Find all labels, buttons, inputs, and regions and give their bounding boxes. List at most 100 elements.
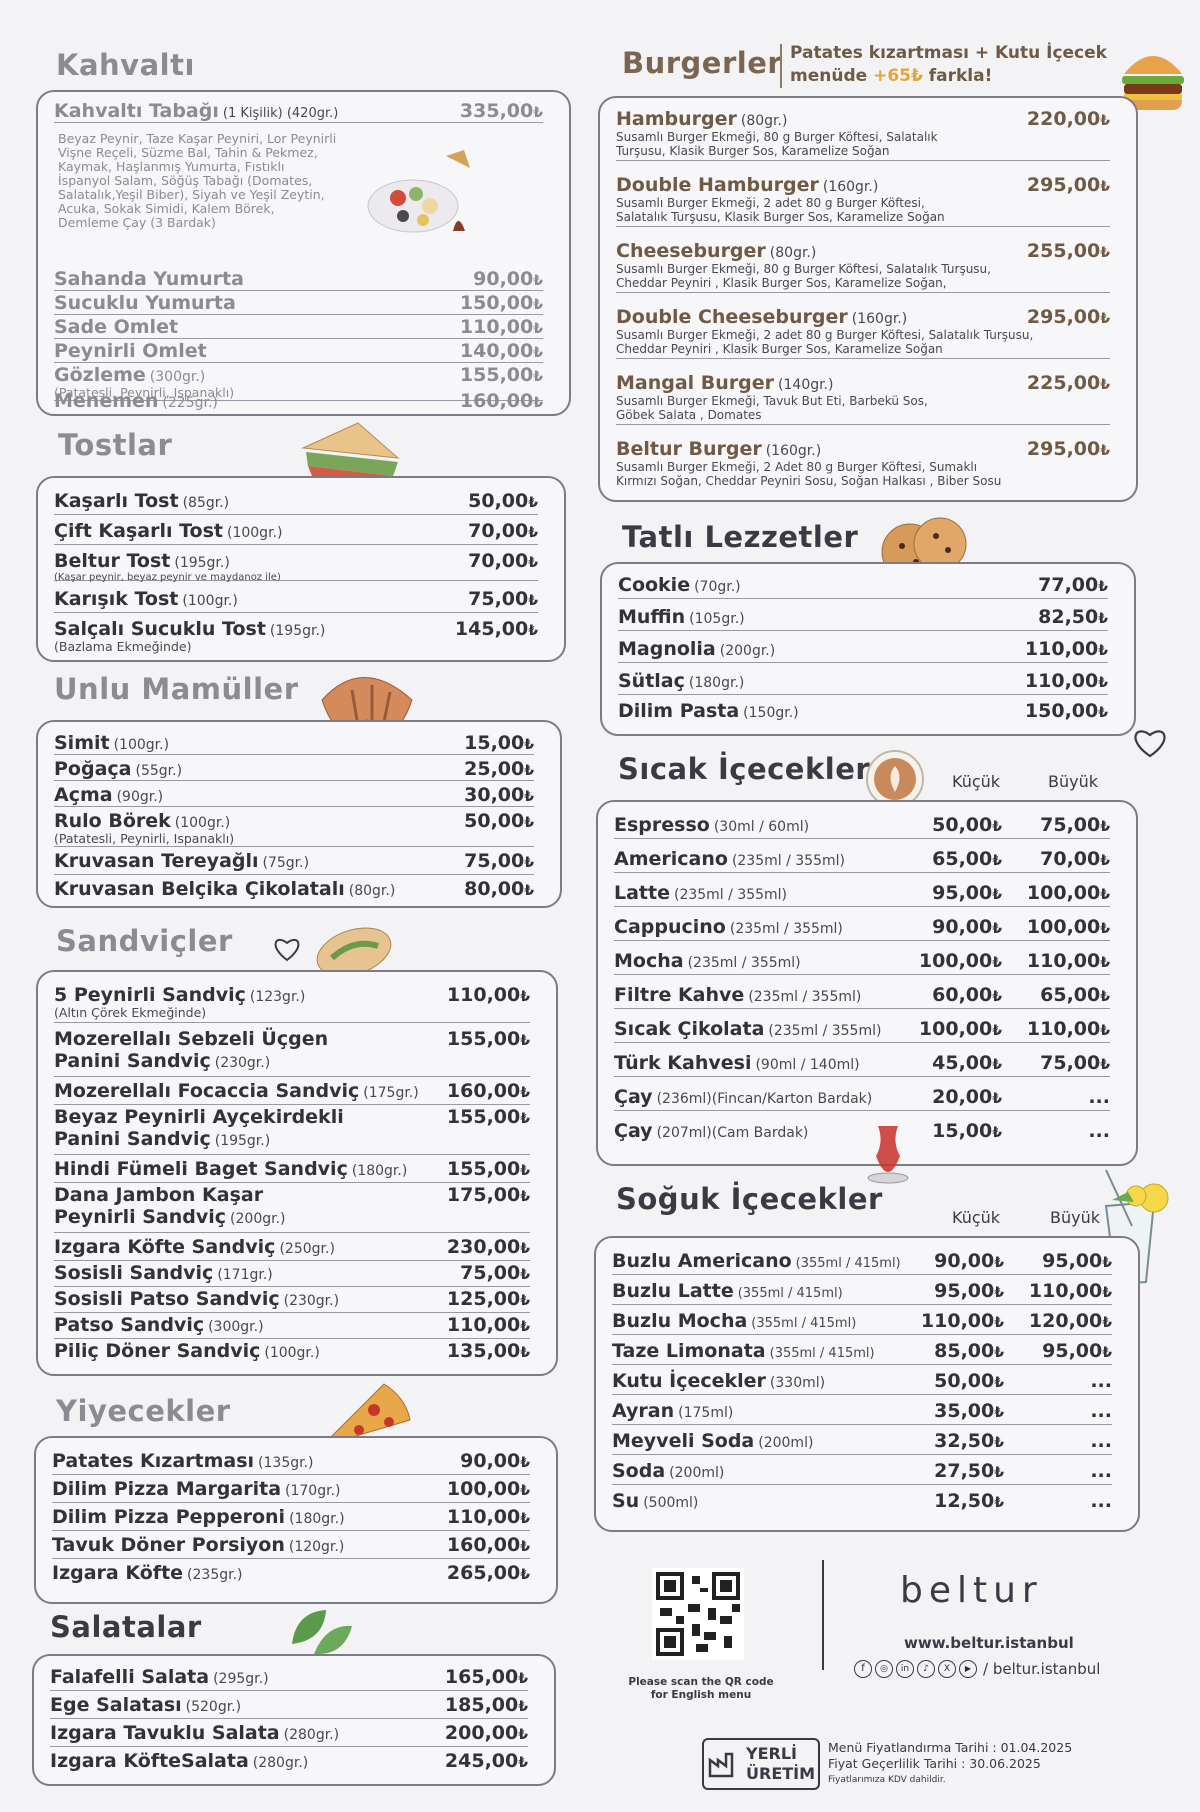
item-price-large: 75,00₺ xyxy=(1040,814,1110,836)
promo-line2-a: menüde xyxy=(790,66,868,86)
item-gram: (105gr.) xyxy=(689,611,745,627)
menu-item: Sahanda Yumurta 90,00₺ xyxy=(54,268,543,291)
item-description: (Patatesli, Peynirli, Ispanaklı) xyxy=(54,385,235,400)
facebook-icon[interactable]: f xyxy=(854,1660,872,1678)
menu-item: Kaşarlı Tost (85gr.) 50,00₺ xyxy=(54,490,538,515)
item-price: 75,00₺ xyxy=(468,588,538,610)
item-price: 70,00₺ xyxy=(468,550,538,572)
section-title-tostlar: Tostlar xyxy=(58,428,173,462)
item-price: 160,00₺ xyxy=(459,390,543,412)
item-gram: (170gr.) xyxy=(285,1483,341,1499)
item-price-small: 85,00₺ xyxy=(934,1340,1004,1362)
item-gram: (100gr.) xyxy=(264,1345,320,1361)
item-price: 295,00₺ xyxy=(1026,438,1110,460)
item-name: Patates Kızartması xyxy=(52,1450,255,1472)
qr-code[interactable] xyxy=(652,1568,744,1660)
linkedin-icon[interactable]: in xyxy=(896,1660,914,1678)
item-name: Kruvasan Tereyağlı xyxy=(54,850,259,872)
item-name: Dilim Pasta xyxy=(618,700,740,722)
item-price: 70,00₺ xyxy=(468,520,538,542)
menu-item: Buzlu Latte (355ml / 415ml) 95,00₺ 110,00₺ xyxy=(612,1280,1112,1305)
qr-caption: Please scan the QR code for English menu xyxy=(626,1676,776,1702)
promo-text: Patates kızartması + Kutu İçecek menüde … xyxy=(790,42,1107,88)
item-gram: (85gr.) xyxy=(182,495,230,511)
item-gram: (200gr.) xyxy=(719,643,776,659)
item-gram: (1 Kişilik) (420gr.) xyxy=(222,106,339,121)
salatalar-box: Falafelli Salata (295gr.) 165,00₺ Ege Sala… xyxy=(32,1654,556,1786)
item-price-small: 90,00₺ xyxy=(932,916,1002,938)
item-gram: (195gr.) xyxy=(174,555,230,571)
item-price: 50,00₺ xyxy=(468,490,538,512)
item-gram: (200ml) xyxy=(758,1435,814,1451)
website-link[interactable]: www.beltur.istanbul xyxy=(904,1634,1074,1652)
menu-item: Tavuk Döner Porsiyon (120gr.) 160,00₺ xyxy=(52,1534,530,1559)
item-gram: (235ml / 355ml) xyxy=(731,853,845,869)
breakfast-plate-illustration xyxy=(367,150,470,233)
latte-cup-icon xyxy=(866,750,924,808)
item-name: Dana Jambon Kaşar xyxy=(54,1184,264,1206)
item-price-small: 100,00₺ xyxy=(918,950,1002,972)
item-price-large: ... xyxy=(1090,1430,1112,1452)
item-name: Soda xyxy=(612,1460,666,1482)
item-gram: (520gr.) xyxy=(185,1699,242,1715)
item-name: Piliç Döner Sandviç xyxy=(54,1340,261,1362)
item-name: Espresso xyxy=(614,814,710,836)
item-price: 245,00₺ xyxy=(444,1750,528,1772)
menu-item: Americano (235ml / 355ml) 65,00₺ 70,00₺ xyxy=(614,848,1110,873)
item-gram: (355ml / 415ml) xyxy=(795,1256,901,1271)
item-name: Buzlu Mocha xyxy=(612,1310,748,1332)
social-links: f ◎ in ♪ X ▶ / beltur.istanbul xyxy=(854,1660,1100,1678)
leaf-icon xyxy=(292,1610,352,1655)
menu-item: Falafelli Salata (295gr.) 165,00₺ xyxy=(50,1666,528,1691)
item-name: Beyaz Peynirli Ayçekirdekli xyxy=(54,1106,344,1128)
tiktok-icon[interactable]: ♪ xyxy=(917,1660,935,1678)
item-price-small: 32,50₺ xyxy=(934,1430,1004,1452)
item-price: 110,00₺ xyxy=(446,1506,530,1528)
menu-item: Dana Jambon Kaşar Peynirli Sandviç (200gr… xyxy=(54,1184,530,1233)
item-price-large: 100,00₺ xyxy=(1026,916,1110,938)
item-name: Mozerellalı Focaccia Sandviç xyxy=(54,1080,360,1102)
item-gram: (280gr.) xyxy=(283,1727,340,1743)
item-price: 110,00₺ xyxy=(446,1314,530,1336)
item-gram: (55gr.) xyxy=(135,763,183,779)
item-price-small: 95,00₺ xyxy=(934,1280,1004,1302)
item-name: Magnolia xyxy=(618,638,716,660)
item-gram: (195gr.) xyxy=(269,623,326,639)
item-name: Kutu İçecekler xyxy=(612,1370,766,1392)
yerli-uretim-badge: YERLİ ÜRETİM xyxy=(702,1738,820,1790)
item-gram: (355ml / 415ml) xyxy=(751,1316,857,1331)
section-title-sandvicler: Sandviçler xyxy=(56,924,233,958)
menu-item: Rulo Börek (100gr.) (Patatesli, Peynirli,… xyxy=(54,810,534,847)
menu-item: Cheeseburger (80gr.) Susamlı Burger Ekmeğ… xyxy=(616,240,1110,293)
item-name: Kaşarlı Tost xyxy=(54,490,179,512)
item-price: 110,00₺ xyxy=(459,316,543,338)
item-price: 165,00₺ xyxy=(444,1666,528,1688)
menu-item: Beltur Tost (195gr.) (Kaşar peynir, beyaz… xyxy=(54,550,538,583)
item-gram: (250gr.) xyxy=(279,1241,335,1257)
item-name: Muffin xyxy=(618,606,686,628)
item-name: Rulo Börek xyxy=(54,810,171,832)
social-handle: / beltur.istanbul xyxy=(983,1660,1101,1678)
item-name: Americano xyxy=(614,848,728,870)
item-price-small: 95,00₺ xyxy=(932,882,1002,904)
item-price: 155,00₺ xyxy=(446,1158,530,1180)
item-name: Kahvaltı Tabağı xyxy=(54,100,219,122)
menu-item: Izgara Köfte (235gr.) 265,00₺ xyxy=(52,1562,530,1586)
item-gram: (100gr.) xyxy=(174,815,231,831)
item-price: 155,00₺ xyxy=(446,1106,530,1128)
menu-item: Taze Limonata (355ml / 415ml) 85,00₺ 95,00₺ xyxy=(612,1340,1112,1365)
menu-item: Buzlu Americano (355ml / 415ml) 90,00₺ 95,0… xyxy=(612,1250,1112,1275)
item-description: Beyaz Peynir, Taze Kaşar Peyniri, Lor Pe… xyxy=(58,131,337,230)
item-gram: (235ml / 355ml) xyxy=(768,1023,882,1039)
item-name: Salçalı Sucuklu Tost xyxy=(54,618,266,640)
item-gram: (180gr.) xyxy=(688,675,745,691)
item-price: 255,00₺ xyxy=(1026,240,1110,262)
pizza-slice-icon xyxy=(321,1383,411,1447)
youtube-icon[interactable]: ▶ xyxy=(959,1660,977,1678)
instagram-icon[interactable]: ◎ xyxy=(875,1660,893,1678)
item-gram: (80gr.) xyxy=(348,883,396,899)
x-icon[interactable]: X xyxy=(938,1660,956,1678)
item-name: Dilim Pizza Margarita xyxy=(52,1478,282,1500)
item-price-large: 95,00₺ xyxy=(1042,1340,1112,1362)
item-gram: (135gr.) xyxy=(258,1455,314,1471)
